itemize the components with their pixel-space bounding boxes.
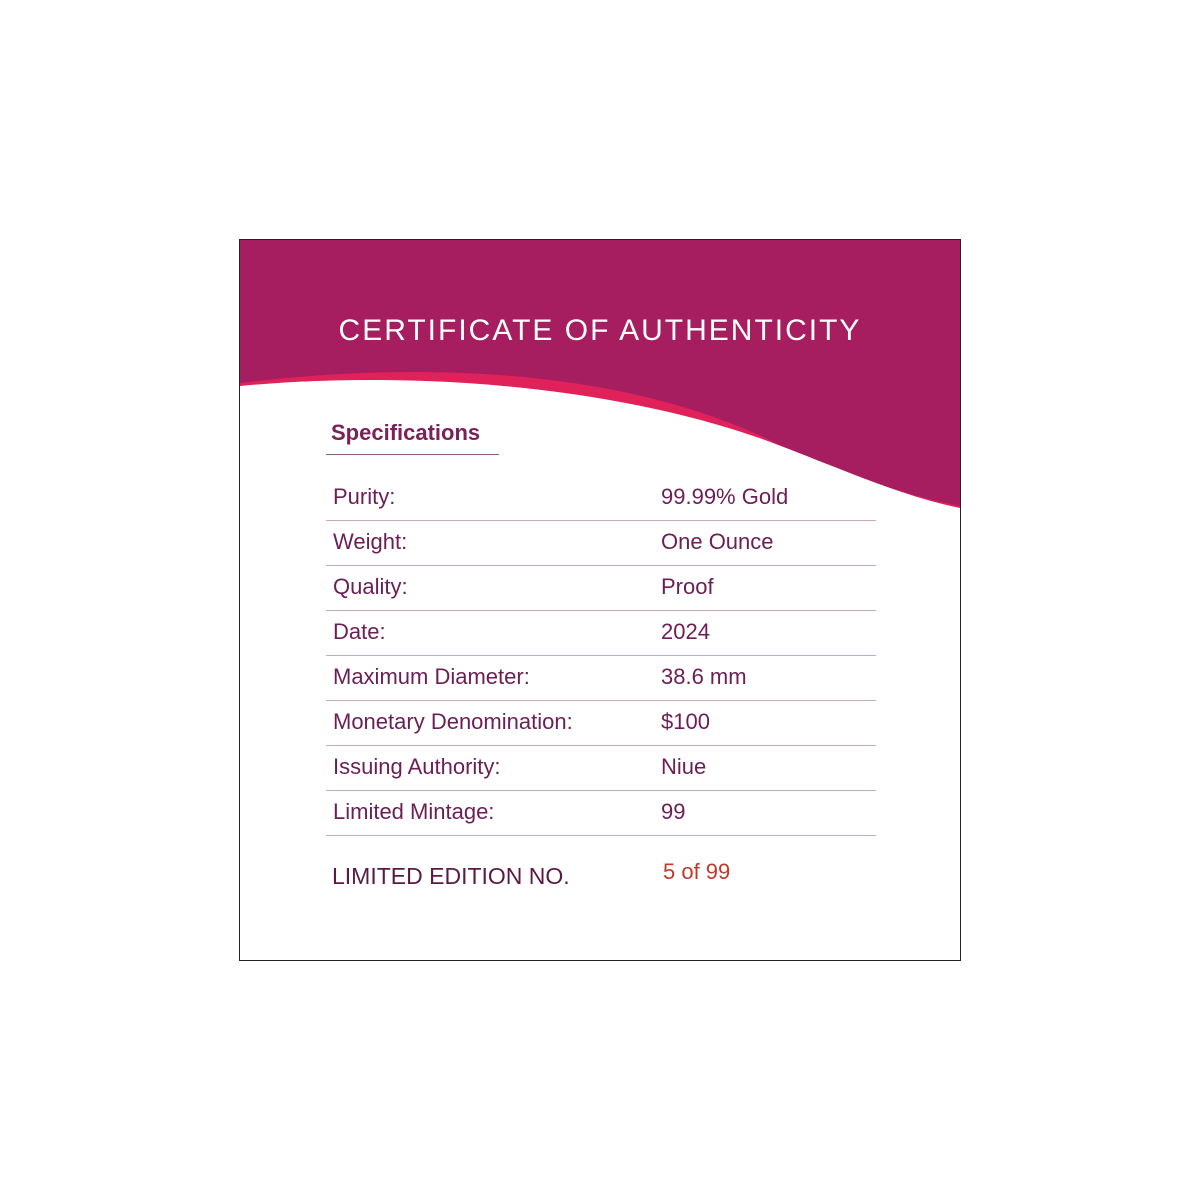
spec-value: Proof: [661, 574, 714, 599]
specifications-heading: Specifications: [331, 420, 481, 445]
spec-label: Date:: [333, 619, 386, 644]
spec-row: Maximum Diameter: 38.6 mm: [326, 656, 876, 701]
spec-label: Quality:: [333, 574, 408, 599]
spec-label: Purity:: [333, 484, 396, 509]
specs-table: Purity: 99.99% Gold Weight: One Ounce Qual…: [326, 476, 876, 836]
edition-number: 5 of 99: [663, 859, 731, 884]
body-background: [240, 379, 960, 960]
spec-label: Maximum Diameter:: [333, 664, 530, 689]
spec-row: Issuing Authority: Niue: [326, 746, 876, 791]
spec-value: Niue: [661, 754, 707, 779]
spec-row: Weight: One Ounce: [326, 521, 876, 566]
spec-value: One Ounce: [661, 529, 774, 554]
header-wave-graphic: [240, 240, 960, 960]
certificate-title: CERTIFICATE OF AUTHENTICITY: [338, 314, 862, 347]
spec-label: Weight:: [333, 529, 408, 554]
spec-row: Date: 2024: [326, 611, 876, 656]
spec-value: $100: [661, 709, 710, 734]
spec-row: Monetary Denomination: $100: [326, 701, 876, 746]
edition-label: LIMITED EDITION NO.: [332, 863, 570, 889]
spec-value: 38.6 mm: [661, 664, 747, 689]
certificate-card: CERTIFICATE OF AUTHENTICITY Specificatio…: [239, 239, 961, 961]
spec-label: Limited Mintage:: [333, 799, 495, 824]
spec-row: Limited Mintage: 99: [326, 791, 876, 836]
heading-underline: [326, 454, 499, 455]
spec-value: 99: [661, 799, 686, 824]
spec-label: Issuing Authority:: [333, 754, 501, 779]
spec-label: Monetary Denomination:: [333, 709, 573, 734]
spec-value: 99.99% Gold: [661, 484, 789, 509]
spec-row: Purity: 99.99% Gold: [326, 476, 876, 521]
spec-value: 2024: [661, 619, 710, 644]
spec-row: Quality: Proof: [326, 566, 876, 611]
